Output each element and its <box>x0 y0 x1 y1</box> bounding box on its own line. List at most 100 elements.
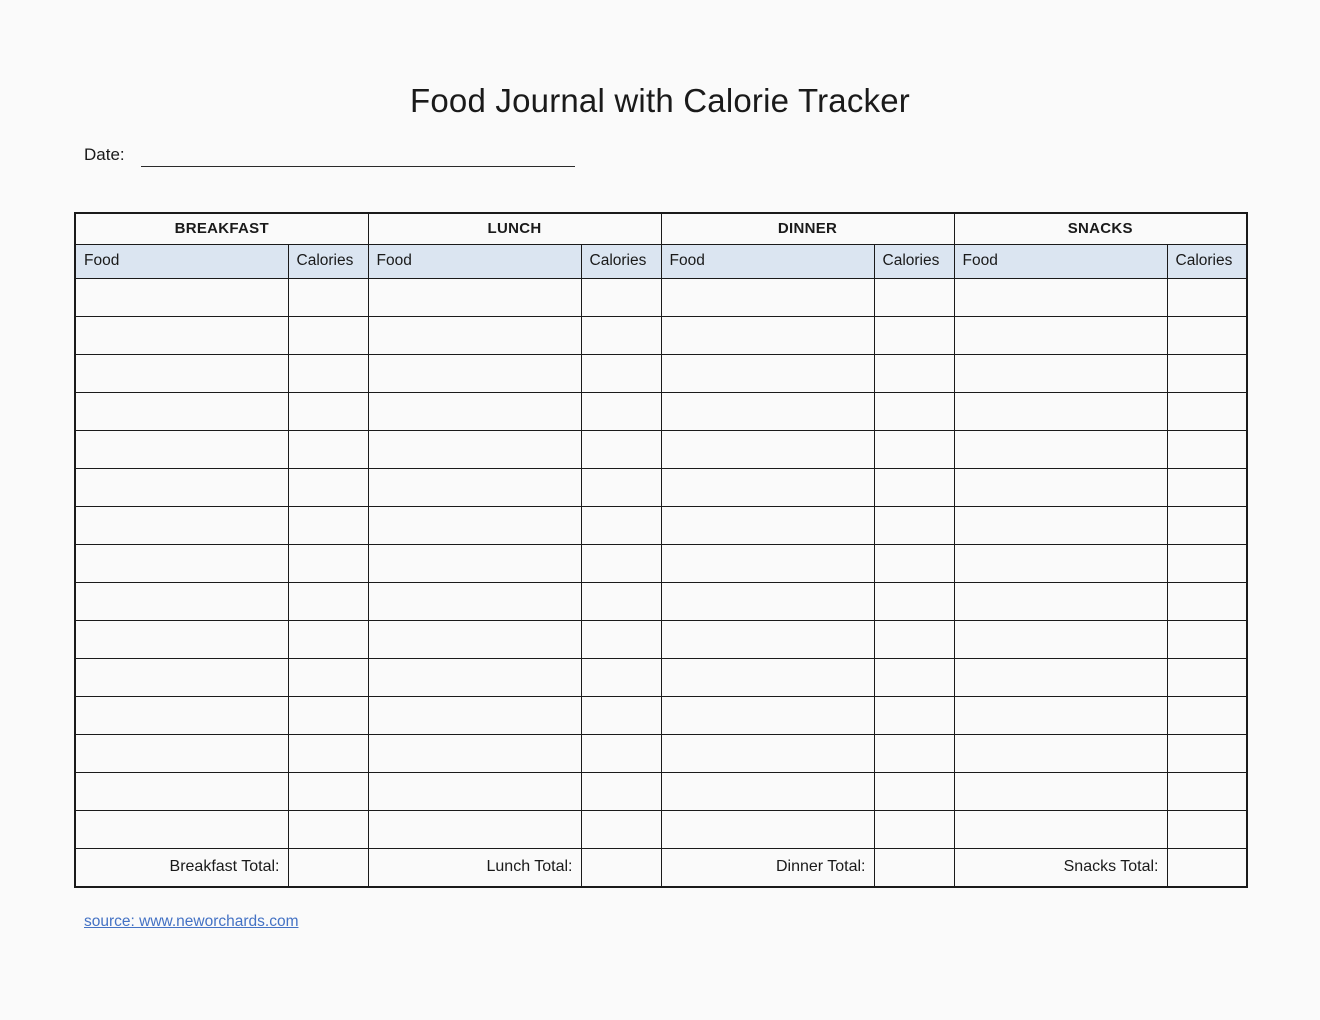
food-entry-cell[interactable] <box>74 543 289 583</box>
calories-entry-cell[interactable] <box>1166 429 1248 469</box>
calories-entry-cell[interactable] <box>287 315 369 355</box>
calories-entry-cell[interactable] <box>873 315 955 355</box>
food-entry-cell[interactable] <box>74 619 289 659</box>
calories-entry-cell[interactable] <box>287 619 369 659</box>
calories-entry-cell[interactable] <box>873 581 955 621</box>
food-entry-cell[interactable] <box>367 353 582 393</box>
calories-entry-cell[interactable] <box>1166 695 1248 735</box>
calories-entry-cell[interactable] <box>580 505 662 545</box>
calories-entry-cell[interactable] <box>287 657 369 697</box>
calories-entry-cell[interactable] <box>1166 505 1248 545</box>
calories-entry-cell[interactable] <box>287 695 369 735</box>
calories-entry-cell[interactable] <box>1166 353 1248 393</box>
food-entry-cell[interactable] <box>367 619 582 659</box>
calories-entry-cell[interactable] <box>287 391 369 431</box>
source-link[interactable]: source: www.neworchards.com <box>84 913 299 930</box>
calories-entry-cell[interactable] <box>873 733 955 773</box>
food-entry-cell[interactable] <box>953 391 1168 431</box>
food-entry-cell[interactable] <box>74 429 289 469</box>
food-entry-cell[interactable] <box>367 277 582 317</box>
food-entry-cell[interactable] <box>367 315 582 355</box>
calories-entry-cell[interactable] <box>1166 657 1248 697</box>
calories-entry-cell[interactable] <box>873 505 955 545</box>
calories-entry-cell[interactable] <box>287 581 369 621</box>
calories-entry-cell[interactable] <box>873 429 955 469</box>
food-entry-cell[interactable] <box>367 733 582 773</box>
calories-entry-cell[interactable] <box>1166 315 1248 355</box>
food-entry-cell[interactable] <box>660 657 875 697</box>
food-entry-cell[interactable] <box>660 353 875 393</box>
calories-entry-cell[interactable] <box>287 771 369 811</box>
food-entry-cell[interactable] <box>953 733 1168 773</box>
food-entry-cell[interactable] <box>953 277 1168 317</box>
food-entry-cell[interactable] <box>660 429 875 469</box>
calories-entry-cell[interactable] <box>873 657 955 697</box>
food-entry-cell[interactable] <box>74 695 289 735</box>
food-entry-cell[interactable] <box>74 353 289 393</box>
food-entry-cell[interactable] <box>367 543 582 583</box>
calories-entry-cell[interactable] <box>873 277 955 317</box>
calories-entry-cell[interactable] <box>1166 809 1248 849</box>
food-entry-cell[interactable] <box>953 771 1168 811</box>
food-entry-cell[interactable] <box>74 733 289 773</box>
calories-entry-cell[interactable] <box>580 733 662 773</box>
date-input-line[interactable] <box>140 145 575 167</box>
calories-entry-cell[interactable] <box>580 467 662 507</box>
dinner-total-value[interactable] <box>873 847 955 888</box>
calories-entry-cell[interactable] <box>287 467 369 507</box>
calories-entry-cell[interactable] <box>1166 581 1248 621</box>
calories-entry-cell[interactable] <box>873 771 955 811</box>
food-entry-cell[interactable] <box>953 809 1168 849</box>
calories-entry-cell[interactable] <box>287 353 369 393</box>
calories-entry-cell[interactable] <box>1166 771 1248 811</box>
food-entry-cell[interactable] <box>367 657 582 697</box>
calories-entry-cell[interactable] <box>873 467 955 507</box>
food-entry-cell[interactable] <box>953 505 1168 545</box>
food-entry-cell[interactable] <box>660 467 875 507</box>
food-entry-cell[interactable] <box>367 771 582 811</box>
calories-entry-cell[interactable] <box>580 315 662 355</box>
food-entry-cell[interactable] <box>367 429 582 469</box>
food-entry-cell[interactable] <box>74 809 289 849</box>
calories-entry-cell[interactable] <box>580 695 662 735</box>
calories-entry-cell[interactable] <box>873 809 955 849</box>
food-entry-cell[interactable] <box>660 809 875 849</box>
food-entry-cell[interactable] <box>660 277 875 317</box>
food-entry-cell[interactable] <box>74 771 289 811</box>
food-entry-cell[interactable] <box>74 315 289 355</box>
calories-entry-cell[interactable] <box>287 733 369 773</box>
calories-entry-cell[interactable] <box>580 543 662 583</box>
lunch-total-value[interactable] <box>580 847 662 888</box>
food-entry-cell[interactable] <box>660 581 875 621</box>
calories-entry-cell[interactable] <box>287 277 369 317</box>
food-entry-cell[interactable] <box>367 809 582 849</box>
calories-entry-cell[interactable] <box>873 391 955 431</box>
food-entry-cell[interactable] <box>74 467 289 507</box>
calories-entry-cell[interactable] <box>287 429 369 469</box>
calories-entry-cell[interactable] <box>580 771 662 811</box>
food-entry-cell[interactable] <box>367 467 582 507</box>
calories-entry-cell[interactable] <box>1166 733 1248 773</box>
calories-entry-cell[interactable] <box>1166 543 1248 583</box>
food-entry-cell[interactable] <box>953 429 1168 469</box>
calories-entry-cell[interactable] <box>1166 467 1248 507</box>
calories-entry-cell[interactable] <box>873 695 955 735</box>
calories-entry-cell[interactable] <box>580 809 662 849</box>
calories-entry-cell[interactable] <box>287 809 369 849</box>
calories-entry-cell[interactable] <box>873 353 955 393</box>
food-entry-cell[interactable] <box>367 505 582 545</box>
food-entry-cell[interactable] <box>953 467 1168 507</box>
food-entry-cell[interactable] <box>660 619 875 659</box>
food-entry-cell[interactable] <box>660 771 875 811</box>
calories-entry-cell[interactable] <box>580 391 662 431</box>
food-entry-cell[interactable] <box>74 391 289 431</box>
food-entry-cell[interactable] <box>660 391 875 431</box>
food-entry-cell[interactable] <box>953 315 1168 355</box>
snacks-total-value[interactable] <box>1166 847 1248 888</box>
calories-entry-cell[interactable] <box>287 543 369 583</box>
food-entry-cell[interactable] <box>953 695 1168 735</box>
food-entry-cell[interactable] <box>74 581 289 621</box>
food-entry-cell[interactable] <box>367 391 582 431</box>
food-entry-cell[interactable] <box>953 657 1168 697</box>
calories-entry-cell[interactable] <box>873 619 955 659</box>
